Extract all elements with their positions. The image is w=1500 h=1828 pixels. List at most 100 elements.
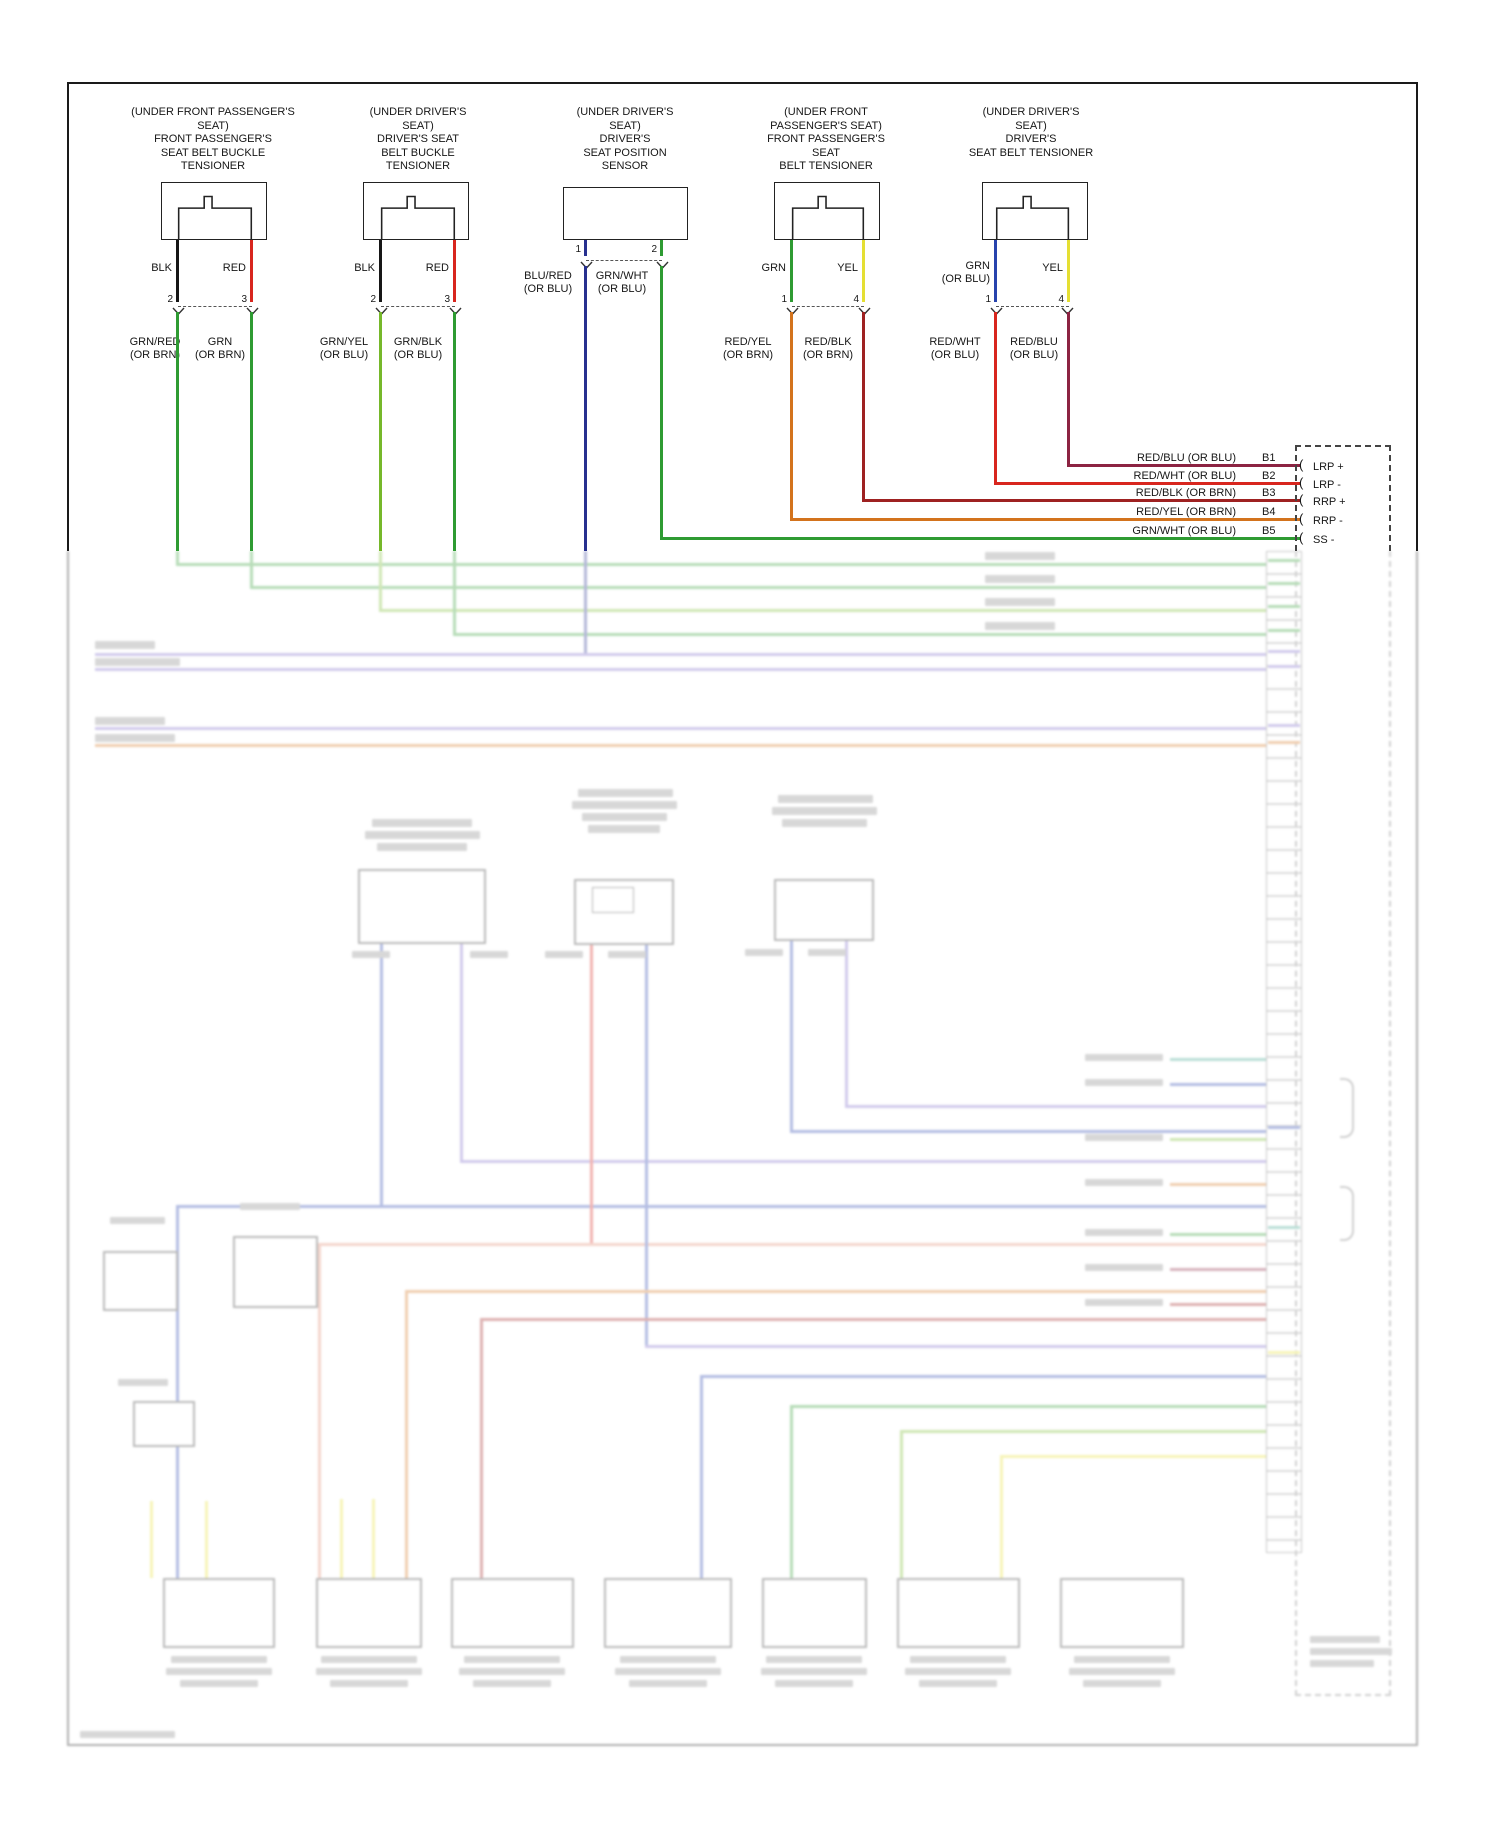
ghost-wire	[1170, 1138, 1266, 1141]
ghost-label	[620, 1656, 716, 1663]
wire-label: RED	[425, 262, 449, 274]
ghost-pin-cell	[1268, 650, 1300, 653]
ghost-component-box	[762, 1578, 867, 1648]
component-title: (UNDER DRIVER'S SEAT) DRIVER'S SEAT BELT…	[369, 106, 467, 172]
ghost-label	[766, 1656, 862, 1663]
ghost-pin-cell	[1268, 1126, 1300, 1129]
wire-color-label: RED/BLK (OR BRN)	[802, 336, 854, 361]
wire-label: GRN	[761, 262, 786, 274]
ghost-label	[1083, 1680, 1161, 1687]
ghost-label	[985, 575, 1055, 583]
wire-red-blu	[1067, 312, 1070, 464]
resistor-icon	[177, 195, 253, 239]
ghost-label	[80, 1731, 175, 1738]
wire-grn	[790, 240, 793, 302]
ghost-pin-cell	[1268, 1226, 1300, 1229]
ghost-label	[985, 552, 1055, 560]
ghost-wire	[95, 668, 1266, 671]
connector-dash-line	[792, 306, 864, 307]
wire-red-yel	[790, 312, 793, 518]
ghost-label	[1074, 1656, 1170, 1663]
ghost-label	[772, 807, 877, 815]
ghost-pin-cell	[1268, 741, 1300, 744]
ghost-wire	[845, 1105, 1266, 1108]
ecu-signal-label: RRP +	[1313, 496, 1346, 508]
ghost-label	[910, 1656, 1006, 1663]
wire-yel	[862, 240, 865, 302]
ghost-wire	[176, 1205, 1266, 1208]
sensor-box	[563, 187, 688, 240]
ghost-wire	[379, 551, 382, 609]
ghost-label	[95, 734, 175, 742]
ghost-wire	[380, 944, 383, 1205]
wire-color-label: GRN/WHT (OR BLU)	[595, 270, 649, 295]
ghost-label	[118, 1379, 168, 1386]
wire-label: YEL	[1042, 262, 1063, 274]
ghost-label	[1310, 1660, 1374, 1667]
pin-number: 1	[575, 244, 581, 255]
ghost-label	[1085, 1054, 1163, 1061]
wire-grn-or-blu	[994, 240, 997, 302]
ghost-wire	[1000, 1455, 1003, 1578]
ecu-wire-label: RED/BLK (OR BRN)	[1135, 487, 1236, 499]
ghost-wire	[460, 1160, 1266, 1163]
ghost-wire	[700, 1375, 1266, 1378]
ghost-label	[321, 1656, 417, 1663]
ecu-wire-label: GRN/WHT (OR BLU)	[1132, 525, 1236, 537]
ghost-wire	[95, 744, 1266, 747]
ecu-wire-label: RED/YEL (OR BRN)	[1136, 506, 1236, 518]
ghost-label	[110, 1217, 165, 1224]
ghost-label	[629, 1680, 707, 1687]
wire-blk	[379, 240, 382, 302]
wire-label: BLK	[354, 262, 375, 274]
ghost-pin-cell	[1268, 665, 1300, 668]
connector-dash-line	[586, 260, 662, 261]
ghost-wire	[480, 1318, 483, 1578]
ghost-wire	[1170, 1183, 1266, 1186]
ghost-label	[372, 819, 472, 827]
ecu-signal-label: LRP -	[1313, 479, 1341, 491]
wire-red-wht	[994, 312, 997, 482]
ghost-label	[778, 795, 873, 803]
ghost-label	[95, 717, 165, 725]
wire-color-label: GRN/BLK (OR BLU)	[393, 336, 443, 361]
pin-arc-icon: (	[1299, 475, 1304, 490]
ghost-label	[352, 951, 390, 958]
resistor-icon	[995, 195, 1070, 239]
ghost-wire	[1170, 1058, 1266, 1061]
ecu-wire-label: RED/WHT (OR BLU)	[1133, 470, 1236, 482]
ghost-pin-cell	[1268, 1351, 1300, 1354]
ghost-wire	[250, 551, 253, 586]
ghost-wire	[176, 563, 1266, 566]
wire-label: GRN (OR BLU)	[941, 260, 990, 285]
wire-grn	[250, 312, 253, 551]
ghost-label	[905, 1668, 1011, 1675]
ghost-component-box	[1060, 1578, 1184, 1648]
ecu-signal-label: LRP +	[1313, 461, 1344, 473]
ghost-component-box	[574, 879, 674, 945]
ghost-wire	[900, 1430, 903, 1578]
ghost-label	[365, 831, 480, 839]
connector-dash-line	[381, 306, 455, 307]
pin-arc-icon: (	[1299, 530, 1304, 545]
ghost-label	[985, 622, 1055, 630]
ghost-wire	[95, 727, 1266, 730]
ghost-label	[919, 1680, 997, 1687]
ghost-wire	[379, 609, 1266, 612]
wire-grn-red	[176, 312, 179, 551]
ecu-signal-label: SS -	[1313, 534, 1335, 546]
connector-dash-line	[996, 306, 1069, 307]
pin-number: 2	[167, 294, 173, 305]
diagram-border	[67, 82, 1418, 551]
tensioner-box	[774, 182, 880, 240]
wire-blk	[176, 240, 179, 302]
wire-red-yel	[790, 518, 1300, 521]
ghost-wire	[176, 1205, 179, 1578]
pin-arc-icon: (	[1299, 457, 1304, 472]
ghost-wire	[1170, 1083, 1266, 1086]
ghost-wire	[790, 1130, 1266, 1133]
ghost-label	[745, 949, 783, 956]
ghost-relay-box	[103, 1251, 178, 1311]
ghost-wire	[790, 1405, 793, 1578]
ghost-component-box	[358, 869, 486, 944]
